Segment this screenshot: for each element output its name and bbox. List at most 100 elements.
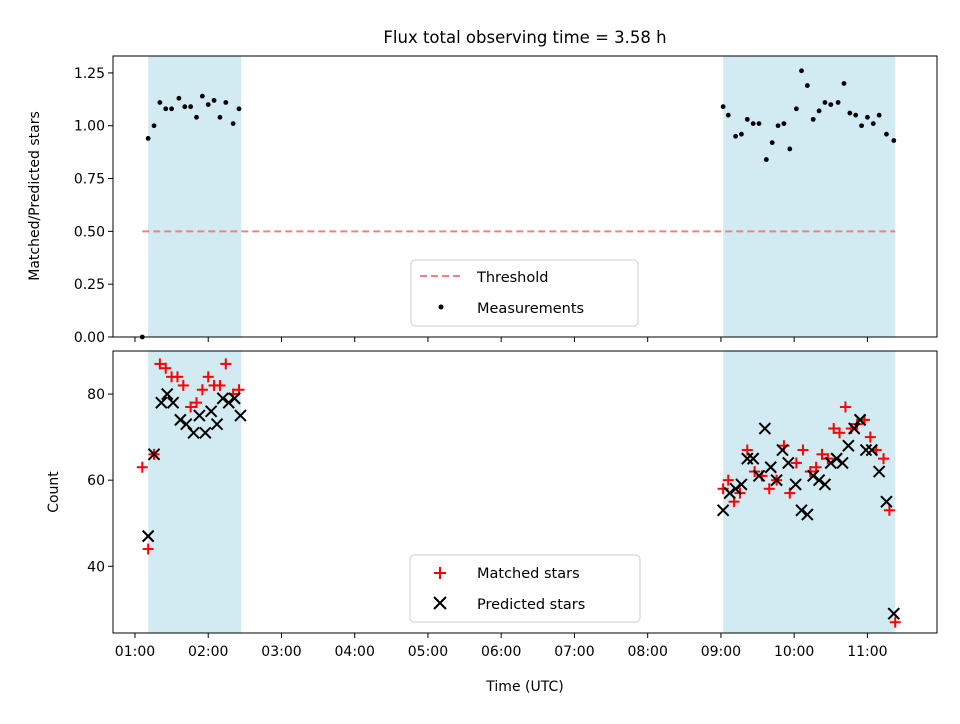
legend-predicted-label: Predicted stars bbox=[477, 597, 585, 613]
matched-star-point bbox=[878, 453, 890, 465]
bottom-panel: 40 60 80 01:00 02:00 03:00 04:00 05:00 06:00 07:… bbox=[46, 350, 938, 695]
matched-star-point bbox=[196, 384, 208, 396]
predicted-star-point bbox=[770, 473, 783, 487]
predicted-star-point bbox=[187, 426, 200, 440]
predicted-star-point bbox=[141, 529, 155, 543]
predicted-star-point bbox=[216, 392, 230, 405]
measurement-point bbox=[236, 106, 242, 112]
matched-star-point bbox=[834, 427, 846, 439]
matched-star-point bbox=[136, 461, 148, 473]
top-y-tick-label: 0.75 bbox=[74, 172, 105, 188]
predicted-star-point bbox=[193, 409, 206, 422]
measurement-point bbox=[884, 131, 889, 137]
shaded-interval-1 bbox=[723, 56, 896, 337]
matched-star-point bbox=[839, 401, 851, 413]
shaded-interval-1 bbox=[723, 351, 896, 633]
predicted-star-point bbox=[746, 452, 760, 465]
predicted-star-point bbox=[222, 396, 235, 409]
matched-star-point bbox=[790, 457, 802, 469]
measurement-point bbox=[859, 123, 864, 129]
measurement-point bbox=[787, 146, 793, 152]
predicted-star-point bbox=[764, 461, 777, 474]
legend-threshold-label: Threshold bbox=[476, 270, 548, 286]
predicted-star-point bbox=[160, 387, 174, 401]
measurement-point bbox=[816, 108, 822, 114]
bottom-x-axis: 01:00 02:00 03:00 04:00 05:00 06:00 07:00 08:00… bbox=[115, 633, 888, 660]
measurement-point bbox=[865, 114, 870, 120]
top-panel-frame bbox=[112, 55, 938, 338]
measurement-point bbox=[781, 121, 787, 127]
measurement-point bbox=[169, 106, 174, 112]
top-y-tick-label: 0.00 bbox=[74, 330, 105, 346]
shaded-interval-0 bbox=[148, 56, 242, 337]
measurement-point bbox=[810, 116, 816, 122]
legend-matched-label: Matched stars bbox=[477, 566, 580, 582]
measurement-point bbox=[876, 112, 882, 118]
x-tick-label: 03:00 bbox=[261, 644, 301, 660]
measurement-point bbox=[841, 81, 847, 86]
legend-measurements-label: Measurements bbox=[477, 301, 584, 317]
top-y-axis-label: Matched/Predicted stars bbox=[27, 111, 43, 281]
x-tick-label: 11:00 bbox=[847, 644, 887, 660]
matched-star-point bbox=[722, 474, 734, 486]
matched-star-point bbox=[864, 431, 876, 443]
predicted-star-point bbox=[853, 413, 867, 427]
bottom-shaded-intervals bbox=[148, 351, 896, 633]
measurement-point bbox=[847, 110, 853, 116]
predicted-star-point bbox=[880, 495, 893, 508]
top-shaded-intervals bbox=[148, 56, 896, 337]
matched-star-point bbox=[177, 379, 189, 391]
predicted-star-point bbox=[807, 469, 820, 483]
matched-star-point bbox=[185, 401, 197, 413]
x-tick-label: 05:00 bbox=[408, 644, 448, 660]
predicted-star-point bbox=[729, 482, 742, 495]
predicted-star-point bbox=[716, 504, 730, 517]
measurement-point bbox=[199, 93, 205, 99]
measurement-point bbox=[891, 138, 897, 143]
top-y-tick-label: 1.00 bbox=[74, 119, 105, 135]
predicted-star-point bbox=[848, 422, 861, 435]
measurement-point bbox=[205, 102, 211, 107]
measurement-point bbox=[720, 104, 726, 110]
x-tick-label: 04:00 bbox=[335, 644, 375, 660]
measurement-point bbox=[157, 100, 163, 105]
legend-predicted-swatch bbox=[433, 596, 447, 610]
bottom-y-axis: 40 60 80 bbox=[87, 387, 113, 575]
matched-star-point bbox=[190, 397, 202, 409]
predicted-star-point bbox=[758, 422, 772, 435]
matched-star-point bbox=[828, 422, 840, 434]
x-axis-label: Time (UTC) bbox=[485, 679, 563, 695]
predicted-star-point bbox=[166, 396, 180, 409]
measurement-point bbox=[870, 121, 876, 127]
measurement-point bbox=[853, 112, 859, 118]
measurement-point bbox=[775, 123, 781, 129]
bottom-panel-frame bbox=[112, 350, 938, 634]
x-tick-label: 01:00 bbox=[115, 644, 155, 660]
measurement-point bbox=[828, 102, 834, 107]
predicted-star-point bbox=[789, 478, 802, 491]
bottom-legend: Matched stars Predicted stars bbox=[409, 554, 641, 623]
bottom-legend-box bbox=[409, 554, 641, 623]
measurement-point bbox=[217, 114, 223, 120]
predicted-star-point bbox=[812, 473, 826, 487]
measurement-point bbox=[163, 106, 169, 112]
top-legend: Threshold Measurements bbox=[410, 259, 639, 327]
predicted-star-point bbox=[741, 452, 754, 465]
bottom-y-tick-label: 40 bbox=[87, 559, 105, 575]
legend-measurements-swatch bbox=[438, 304, 444, 310]
matched-star-point bbox=[889, 616, 901, 628]
measurement-point bbox=[211, 97, 217, 103]
measurement-point bbox=[725, 112, 731, 118]
measurement-point bbox=[230, 121, 236, 127]
matched-star-point bbox=[202, 371, 214, 383]
predicted-star-point bbox=[872, 465, 886, 478]
predicted-star-point bbox=[155, 396, 168, 409]
x-tick-label: 06:00 bbox=[481, 644, 521, 660]
matched-star-point bbox=[816, 448, 828, 460]
matched-star-point bbox=[171, 371, 183, 383]
measurement-point bbox=[739, 131, 744, 137]
predicted-star-point bbox=[752, 469, 766, 483]
matched-star-point bbox=[810, 461, 822, 473]
measurement-point bbox=[223, 100, 229, 105]
top-x-ticks bbox=[134, 337, 868, 342]
